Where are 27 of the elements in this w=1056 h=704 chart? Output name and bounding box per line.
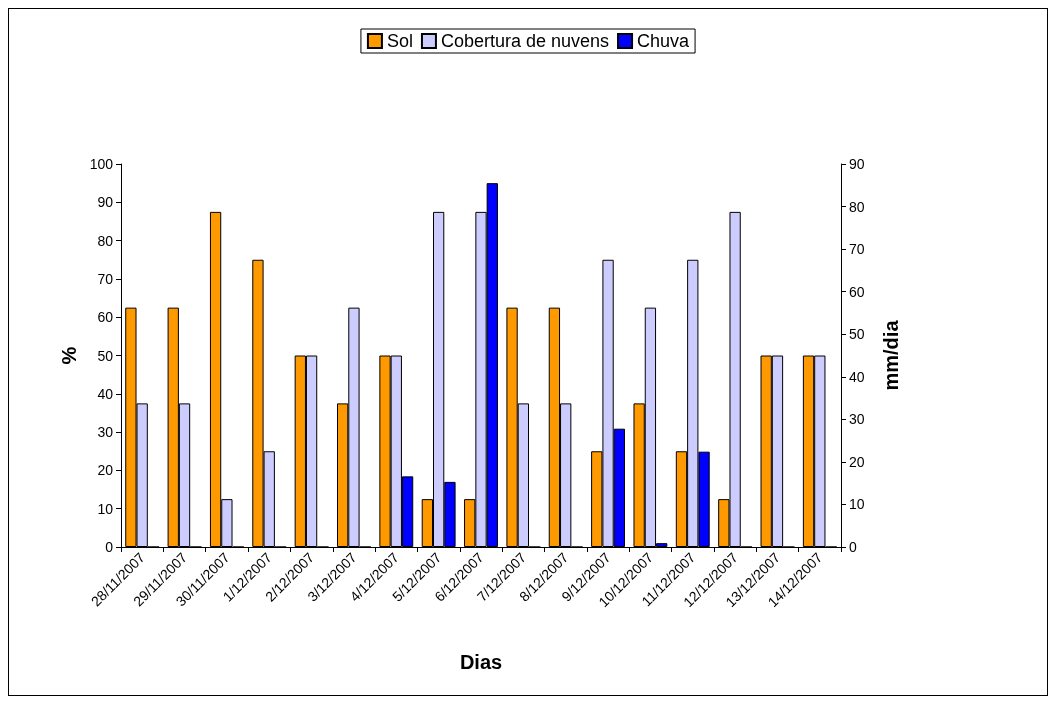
y-tick-label: 0	[105, 539, 114, 555]
y-tick-label: 60	[97, 309, 114, 326]
y2-tick-label: 30	[849, 411, 865, 428]
legend-label: Chuva	[637, 31, 691, 51]
y2-tick-label: 50	[849, 326, 865, 343]
y2-tick-label: 60	[849, 283, 865, 300]
y2-tick-label: 10	[849, 496, 865, 513]
y2-axis-title: mm/dia	[880, 319, 902, 391]
y2-tick-label: 0	[849, 539, 857, 555]
legend-label: Sol	[386, 31, 413, 51]
y2-tick-label: 80	[849, 198, 865, 215]
y-tick-label: 20	[97, 462, 114, 479]
y-axis-title: %	[57, 346, 80, 365]
y2-tick-label: 70	[849, 241, 865, 258]
y-tick-label: 70	[97, 270, 114, 287]
y-tick-label: 90	[97, 194, 114, 211]
y-tick-label: 100	[89, 156, 114, 172]
y-tick-label: 10	[97, 500, 114, 517]
legend-label: Cobertura de nuvens	[440, 31, 610, 51]
y2-tick-label: 20	[849, 453, 865, 470]
x-axis-title: Dias	[459, 651, 503, 673]
y-tick-label: 80	[97, 232, 114, 249]
y-tick-label: 40	[97, 385, 114, 402]
y2-tick-label: 90	[849, 156, 865, 172]
y2-tick-label: 40	[849, 368, 865, 385]
y-tick-label: 50	[97, 347, 114, 364]
y-tick-label: 30	[97, 424, 114, 441]
